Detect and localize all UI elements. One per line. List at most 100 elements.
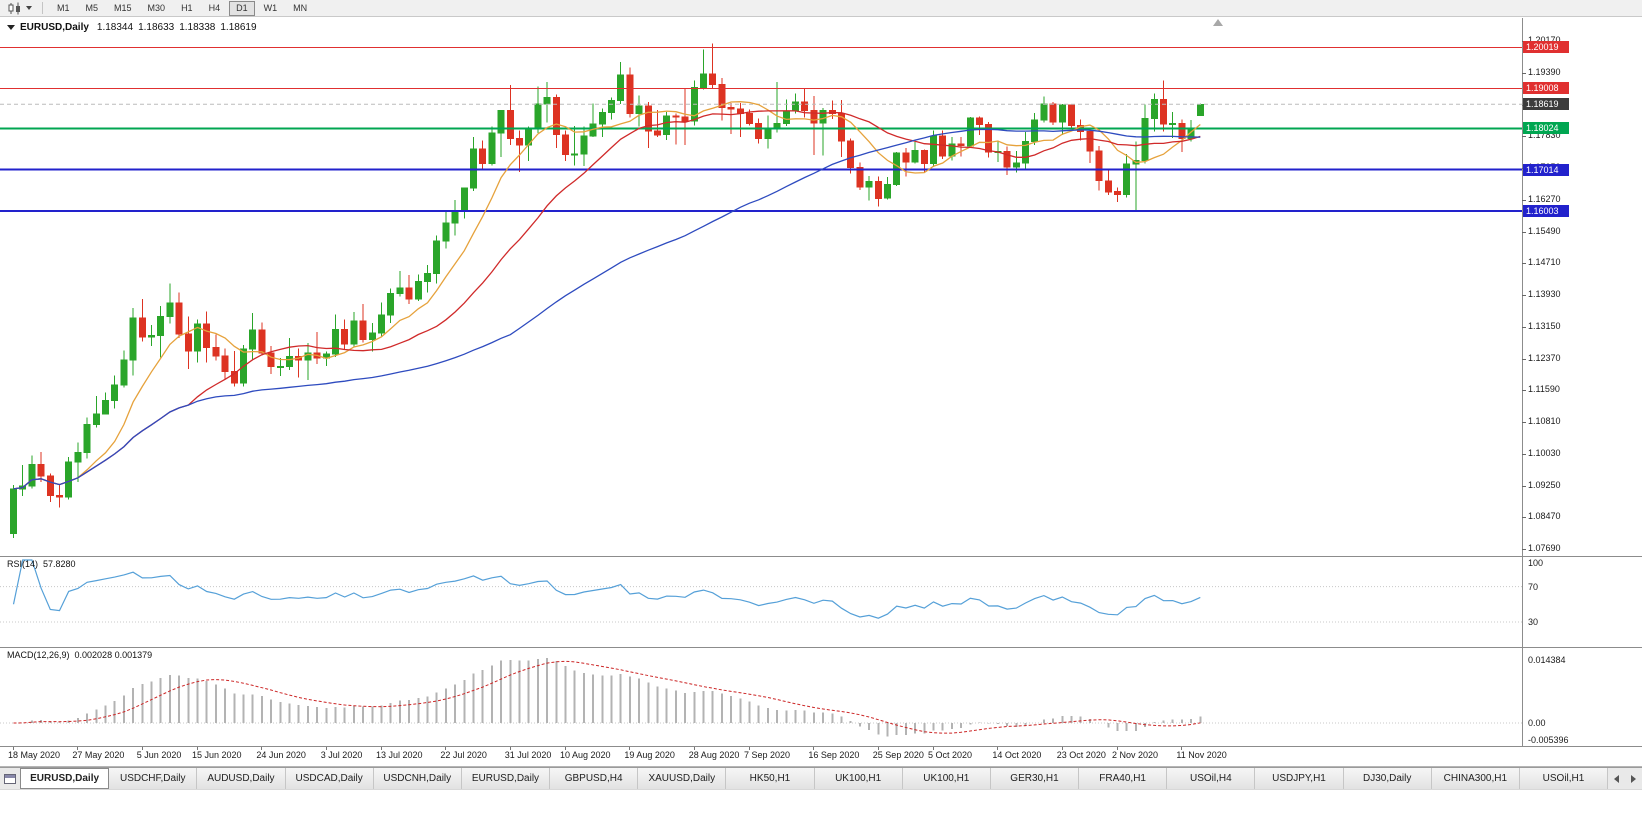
price-axis-tick bbox=[1522, 422, 1526, 424]
chart-tab-eurusd-daily[interactable]: EURUSD,Daily bbox=[20, 768, 110, 789]
macd-indicator-canvas[interactable] bbox=[0, 648, 1522, 746]
chart-shift-marker[interactable] bbox=[1213, 19, 1223, 26]
chart-tab-usdcad-daily[interactable]: USDCAD,Daily bbox=[285, 768, 374, 789]
timeframe-button-d1[interactable]: D1 bbox=[229, 0, 255, 16]
time-axis-label: 23 Oct 2020 bbox=[1056, 750, 1106, 760]
chart-tab-usoil-h4[interactable]: USOil,H4 bbox=[1167, 768, 1256, 789]
rsi-indicator-canvas[interactable] bbox=[0, 557, 1522, 647]
time-axis-separator bbox=[0, 746, 1642, 747]
time-axis-label: 18 May 2020 bbox=[8, 750, 61, 760]
macd-name: MACD(12,26,9) bbox=[7, 650, 70, 660]
chart-symbol-label: EURUSD,Daily bbox=[20, 22, 89, 33]
time-axis-tick bbox=[445, 747, 447, 750]
chart-tab-audusd-daily[interactable]: AUDUSD,Daily bbox=[197, 768, 286, 789]
toolbar-separator bbox=[42, 2, 43, 14]
tab-scroll-right-icon[interactable] bbox=[1627, 771, 1641, 787]
chart-tab-usoil-h1[interactable]: USOil,H1 bbox=[1519, 768, 1608, 789]
chart-tab-dj30-daily[interactable]: DJ30,Daily bbox=[1343, 768, 1432, 789]
price-level-tag[interactable]: 1.16003 bbox=[1523, 204, 1569, 217]
time-axis-tick bbox=[749, 747, 750, 750]
time-axis-tick bbox=[693, 747, 695, 750]
macd-axis-label: 0.014384 bbox=[1528, 654, 1566, 665]
time-axis-tick bbox=[565, 747, 566, 750]
rsi-axis-label: 30 bbox=[1528, 616, 1539, 627]
chevron-down-icon[interactable] bbox=[26, 6, 32, 10]
time-axis-tick bbox=[381, 747, 382, 750]
price-level-tag[interactable]: 1.18024 bbox=[1523, 122, 1569, 135]
time-axis-tick bbox=[1181, 747, 1183, 750]
time-axis-tick bbox=[877, 747, 879, 750]
chart-tab-uk100-h1[interactable]: UK100,H1 bbox=[814, 768, 903, 789]
price-axis-tick bbox=[1522, 485, 1526, 487]
price-chart-canvas[interactable] bbox=[0, 18, 1522, 556]
time-axis-label: 24 Jun 2020 bbox=[256, 750, 306, 760]
price-axis-label: 1.14710 bbox=[1528, 257, 1561, 268]
price-axis-tick bbox=[1522, 358, 1526, 360]
timeframe-button-m5[interactable]: M5 bbox=[85, 2, 99, 13]
time-axis-label: 22 Jul 2020 bbox=[440, 750, 487, 760]
time-axis-label: 16 Sep 2020 bbox=[808, 750, 860, 760]
price-level-tag[interactable]: 1.19008 bbox=[1523, 82, 1569, 95]
chart-tab-usdcnh-daily[interactable]: USDCNH,Daily bbox=[373, 768, 462, 789]
one-click-trading-toggle-icon[interactable] bbox=[7, 25, 15, 30]
chart-type-candlestick-icon[interactable] bbox=[4, 1, 25, 16]
price-axis-tick bbox=[1522, 231, 1526, 233]
price-axis-tick bbox=[1522, 326, 1526, 328]
price-axis-label: 1.13150 bbox=[1528, 320, 1561, 331]
chart-bottom-border bbox=[0, 766, 1642, 767]
chart-tab-uk100-h1[interactable]: UK100,H1 bbox=[902, 768, 991, 789]
price-axis-label: 1.10810 bbox=[1528, 416, 1561, 427]
time-axis-label: 19 Aug 2020 bbox=[624, 750, 675, 760]
timeframe-button-m15[interactable]: M15 bbox=[114, 2, 132, 13]
time-axis-tick bbox=[813, 747, 815, 750]
time-axis-label: 28 Aug 2020 bbox=[688, 750, 740, 760]
chart-tab-eurusd-daily[interactable]: EURUSD,Daily bbox=[461, 768, 551, 789]
timeframe-button-mn[interactable]: MN bbox=[293, 2, 308, 13]
time-axis-label: 15 Jun 2020 bbox=[192, 750, 242, 760]
chart-tab-gbpusd-h4[interactable]: GBPUSD,H4 bbox=[550, 768, 639, 789]
rsi-axis-label: 100 bbox=[1528, 558, 1544, 568]
timeframes-toolbar: M1 M5 M15 M30 H1 H4 D1 W1 MN bbox=[0, 0, 1642, 17]
chart-tab-xauusd-daily[interactable]: XAUUSD,Daily bbox=[638, 768, 727, 789]
window-icon[interactable] bbox=[0, 768, 20, 789]
price-axis-label: 1.10030 bbox=[1528, 447, 1561, 458]
price-axis-tick bbox=[1522, 136, 1526, 138]
time-axis-tick bbox=[509, 747, 511, 750]
ohlc-high-value: 1.18633 bbox=[138, 22, 175, 33]
chart-tab-fra40-h1[interactable]: FRA40,H1 bbox=[1079, 768, 1168, 789]
time-axis-label: 13 Jul 2020 bbox=[376, 750, 423, 760]
price-level-tag[interactable]: 1.17014 bbox=[1523, 163, 1569, 176]
chart-tab-usdchf-daily[interactable]: USDCHF,Daily bbox=[109, 768, 198, 789]
price-axis-label: 1.12370 bbox=[1528, 352, 1561, 363]
macd-axis-label: -0.005396 bbox=[1528, 735, 1569, 745]
chart-tab-hk50-h1[interactable]: HK50,H1 bbox=[726, 768, 815, 789]
tab-scroll-left-icon[interactable] bbox=[1610, 771, 1624, 787]
price-axis-label: 1.07690 bbox=[1528, 543, 1561, 554]
price-axis-label: 1.13930 bbox=[1528, 289, 1561, 300]
time-axis-label: 14 Oct 2020 bbox=[992, 750, 1042, 760]
timeframe-button-w1[interactable]: W1 bbox=[263, 2, 278, 13]
panel-splitter-macd[interactable] bbox=[0, 647, 1642, 648]
price-axis-label: 1.11590 bbox=[1528, 384, 1560, 395]
time-axis-tick bbox=[1117, 747, 1118, 750]
rsi-value: 57.8280 bbox=[43, 559, 76, 569]
panel-splitter-rsi[interactable] bbox=[0, 556, 1642, 557]
timeframe-button-m1[interactable]: M1 bbox=[57, 2, 70, 13]
time-axis-tick bbox=[197, 747, 198, 750]
chart-tab-china300-h1[interactable]: CHINA300,H1 bbox=[1431, 768, 1520, 789]
timeframe-button-m30[interactable]: M30 bbox=[147, 2, 166, 13]
price-level-tag[interactable]: 1.20019 bbox=[1523, 41, 1569, 54]
ohlc-low-value: 1.18338 bbox=[179, 22, 216, 33]
macd-values: 0.002028 0.001379 bbox=[74, 650, 153, 660]
timeframe-button-h4[interactable]: H4 bbox=[208, 2, 221, 13]
price-axis-label: 1.09250 bbox=[1528, 479, 1561, 490]
price-axis-label: 1.19390 bbox=[1528, 66, 1561, 77]
time-axis-label: 3 Jul 2020 bbox=[320, 750, 363, 760]
time-axis-label: 5 Jun 2020 bbox=[136, 750, 182, 760]
chart-tab-usdjpy-h1[interactable]: USDJPY,H1 bbox=[1255, 768, 1344, 789]
chart-tab-ger30-h1[interactable]: GER30,H1 bbox=[990, 768, 1080, 789]
timeframe-button-h1[interactable]: H1 bbox=[181, 2, 193, 13]
macd-axis-label: 0.00 bbox=[1528, 718, 1546, 728]
time-axis-label: 2 Nov 2020 bbox=[1112, 750, 1159, 760]
time-axis-label: 31 Jul 2020 bbox=[504, 750, 552, 760]
